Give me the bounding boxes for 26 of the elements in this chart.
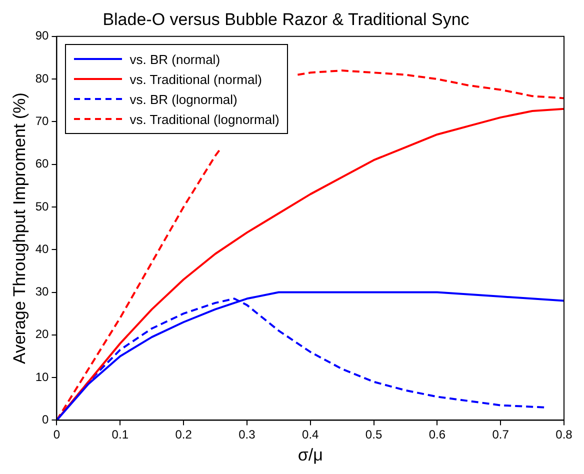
chart-title: Blade-O versus Bubble Razor & Traditional Sync: [102, 10, 470, 29]
y-tick-label: 50: [35, 199, 50, 214]
y-tick-label: 20: [35, 327, 50, 342]
y-tick-label: 90: [35, 28, 50, 43]
y-tick-label: 10: [35, 370, 50, 384]
y-axis-title: Average Throughput Improment (%): [10, 92, 29, 364]
x-tick-label: 0.5: [365, 428, 382, 442]
x-tick-label: 0: [53, 428, 60, 442]
y-tick-label: 0: [42, 412, 50, 427]
y-tick-label: 40: [35, 242, 50, 256]
x-tick-label: 0.1: [112, 428, 129, 442]
legend-label: vs. Traditional (normal): [130, 72, 262, 87]
y-tick-label: 70: [35, 114, 50, 128]
x-tick-label: 0.3: [238, 428, 256, 442]
legend-label: vs. BR (normal): [130, 52, 220, 67]
y-tick-label: 30: [35, 284, 50, 299]
y-tick-label: 80: [35, 71, 50, 86]
x-tick-label: 0.6: [428, 428, 446, 442]
legend-label: vs. Traditional (lognormal): [130, 112, 280, 127]
x-tick-label: 0.2: [175, 428, 192, 442]
legend-label: vs. BR (lognormal): [130, 92, 238, 107]
x-tick-label: 0.8: [556, 428, 573, 442]
x-tick-label: 0.7: [492, 428, 510, 442]
x-axis-title: σ/μ: [298, 445, 323, 464]
x-tick-label: 0.4: [302, 428, 320, 442]
y-tick-label: 60: [35, 156, 50, 171]
